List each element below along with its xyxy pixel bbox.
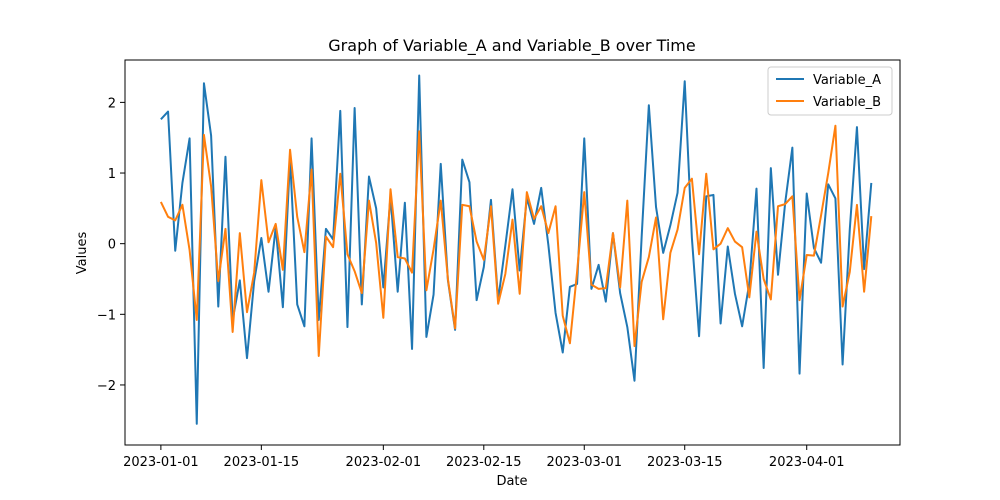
chart-title: Graph of Variable_A and Variable_B over … xyxy=(328,36,695,56)
legend-label-variable-b: Variable_B xyxy=(813,95,881,110)
x-tick-label: 2023-04-01 xyxy=(769,455,845,470)
plot-frame xyxy=(124,59,901,446)
plot-area xyxy=(159,74,873,425)
y-axis: −2 −1 0 1 2 xyxy=(97,96,125,394)
y-tick-label: −1 xyxy=(97,308,116,323)
x-tick-label: 2023-03-15 xyxy=(647,455,723,470)
legend-label-variable-a: Variable_A xyxy=(813,73,881,88)
legend: Variable_A Variable_B xyxy=(767,66,893,116)
x-tick-label: 2023-02-01 xyxy=(346,455,422,470)
y-tick-label: 2 xyxy=(108,96,116,111)
x-tick-label: 2023-02-15 xyxy=(446,455,522,470)
y-axis-label: Values xyxy=(75,232,90,275)
y-tick-label: −2 xyxy=(97,379,116,394)
x-tick-label: 2023-01-15 xyxy=(224,455,300,470)
series-line-variable-b xyxy=(159,124,873,357)
x-axis-label: Date xyxy=(496,474,527,489)
x-axis: 2023-01-01 2023-01-15 2023-02-01 2023-02-15… xyxy=(123,445,844,470)
x-tick-label: 2023-01-01 xyxy=(123,455,199,470)
series-line-variable-a xyxy=(160,74,873,425)
y-tick-label: 1 xyxy=(108,167,116,182)
x-tick-label: 2023-03-01 xyxy=(546,455,622,470)
y-tick-label: 0 xyxy=(108,238,116,253)
